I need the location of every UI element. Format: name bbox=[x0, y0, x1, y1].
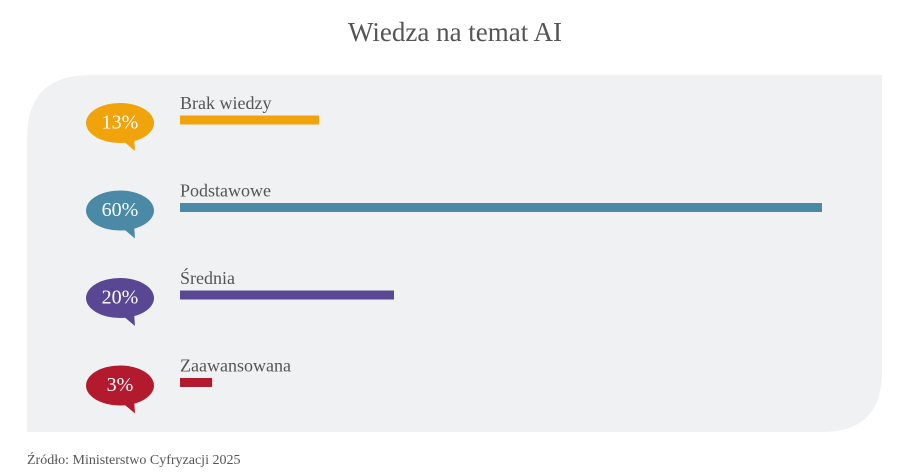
category-label: Podstawowe bbox=[180, 181, 271, 201]
bar bbox=[180, 290, 394, 300]
speech-bubble bbox=[86, 365, 154, 406]
speech-bubble bbox=[86, 190, 154, 231]
value-label: 20% bbox=[102, 287, 139, 309]
value-label: 13% bbox=[102, 112, 139, 134]
speech-bubble bbox=[86, 278, 154, 318]
category-label: Brak wiedzy bbox=[180, 93, 271, 113]
category-label: Średnia bbox=[180, 267, 235, 288]
value-label: 60% bbox=[102, 199, 139, 221]
category-label: Zaawansowana bbox=[180, 356, 291, 376]
source-note: Źródło: Ministerstwo Cyfryzacji 2025 bbox=[27, 451, 240, 468]
bar bbox=[180, 115, 320, 125]
speech-bubble bbox=[86, 103, 154, 143]
panel bbox=[27, 75, 882, 432]
value-label: 3% bbox=[107, 374, 134, 396]
chart-title: Wiedza na temat AI bbox=[348, 17, 562, 47]
bar bbox=[180, 203, 822, 212]
bar bbox=[180, 378, 213, 387]
